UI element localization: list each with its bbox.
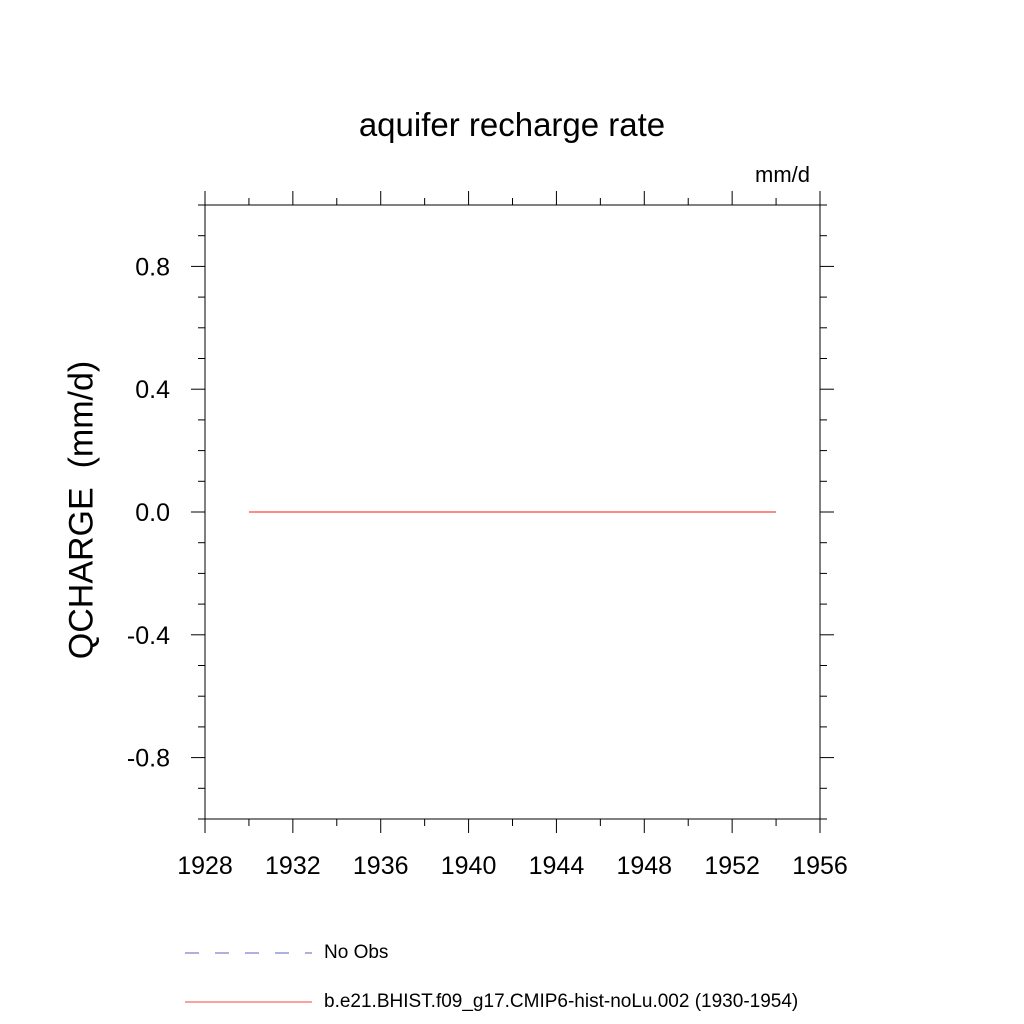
x-tick-label: 1952: [704, 852, 760, 880]
x-tick-label: 1956: [792, 852, 848, 880]
legend-label-model: b.e21.BHIST.f09_g17.CMIP6-hist-noLu.002 …: [324, 991, 799, 1012]
legend-label-no-obs: No Obs: [324, 942, 389, 963]
y-tick-label: 0.4: [135, 376, 170, 404]
y-tick-label: 0.0: [135, 499, 170, 527]
chart-title: aquifer recharge rate: [358, 106, 666, 143]
y-tick-label: -0.8: [127, 745, 170, 773]
x-tick-label: 1940: [441, 852, 497, 880]
x-tick-label: 1932: [265, 852, 321, 880]
y-tick-label: 0.8: [135, 253, 170, 281]
y-tick-label: -0.4: [127, 622, 170, 650]
x-tick-label: 1936: [353, 852, 409, 880]
x-tick-label: 1944: [529, 852, 585, 880]
x-tick-label: 1948: [616, 852, 672, 880]
units-label: mm/d: [755, 162, 810, 187]
x-tick-label: 1928: [177, 852, 233, 880]
